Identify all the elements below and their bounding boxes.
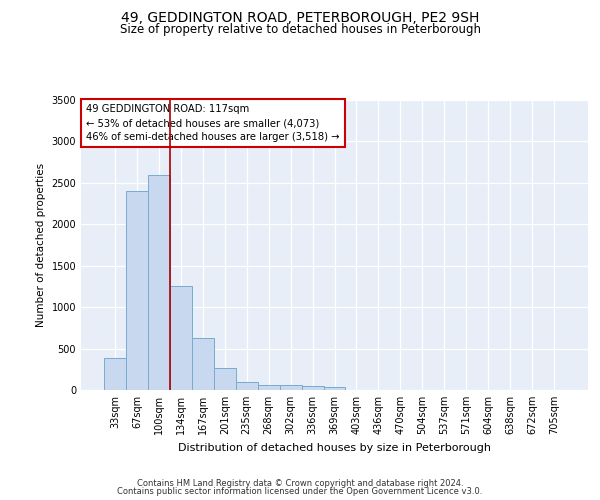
Text: Size of property relative to detached houses in Peterborough: Size of property relative to detached ho… [119,22,481,36]
Bar [236,382,257,390]
X-axis label: Distribution of detached houses by size in Peterborough: Distribution of detached houses by size … [178,442,491,452]
Text: 49 GEDDINGTON ROAD: 117sqm
← 53% of detached houses are smaller (4,073)
46% of s: 49 GEDDINGTON ROAD: 117sqm ← 53% of deta… [86,104,340,142]
Text: 49, GEDDINGTON ROAD, PETERBOROUGH, PE2 9SH: 49, GEDDINGTON ROAD, PETERBOROUGH, PE2 9… [121,11,479,25]
Bar [104,358,126,390]
Bar [126,191,148,390]
Bar [257,385,280,390]
Bar [170,286,192,390]
Bar [192,338,214,390]
Bar [214,368,236,390]
Y-axis label: Number of detached properties: Number of detached properties [36,163,46,327]
Bar [302,386,323,390]
Text: Contains HM Land Registry data © Crown copyright and database right 2024.: Contains HM Land Registry data © Crown c… [137,478,463,488]
Bar [323,386,346,390]
Text: Contains public sector information licensed under the Open Government Licence v3: Contains public sector information licen… [118,487,482,496]
Bar [280,386,302,390]
Bar [148,174,170,390]
